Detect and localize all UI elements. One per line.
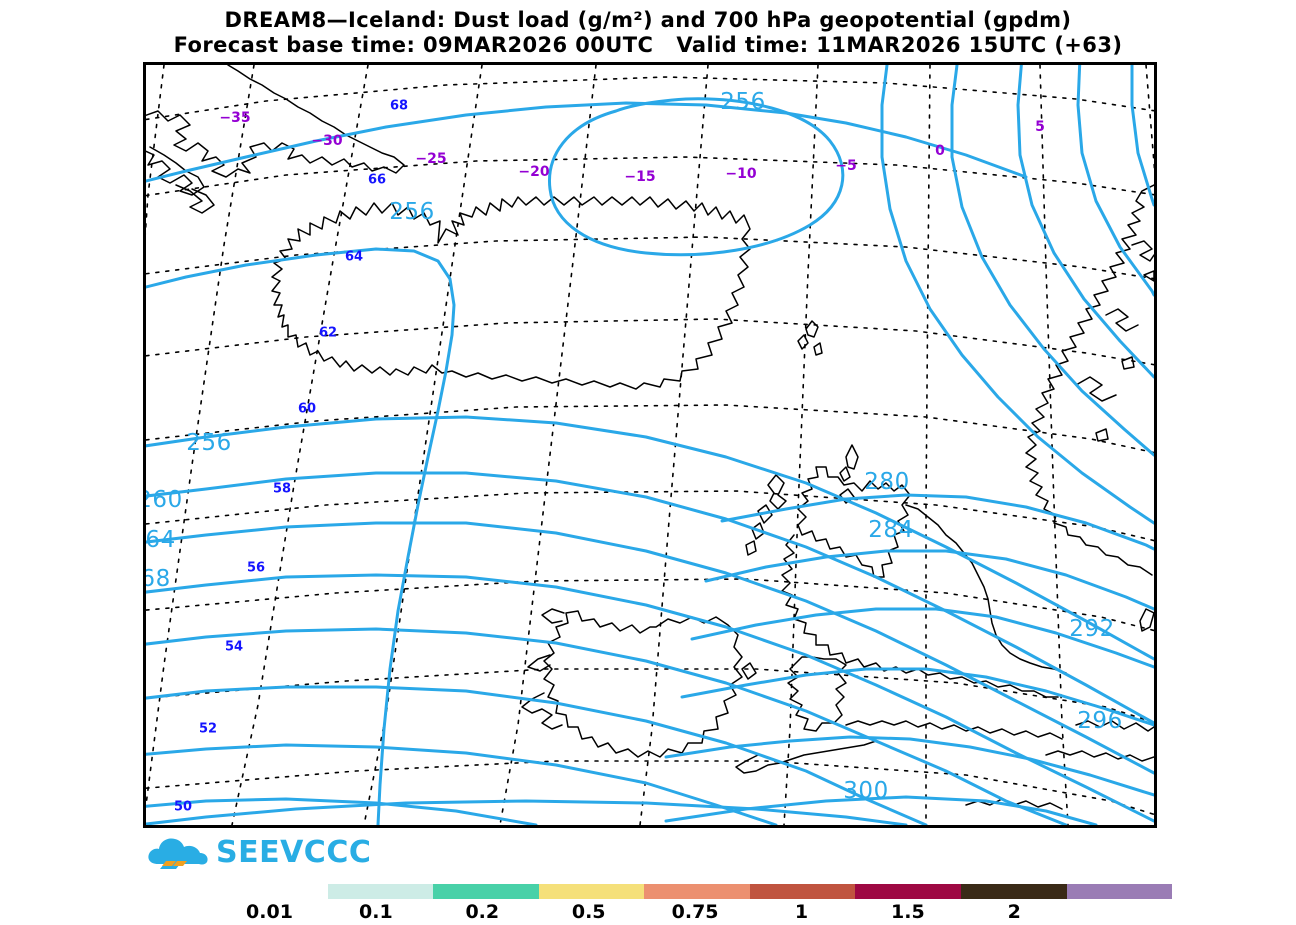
dust-load-colorbar: 0.01 0.1 0.2 0.5 0.75 1 1.5 2: [222, 884, 1173, 923]
colorbar-segment-7: [960, 884, 1067, 899]
coast-scotland-detail: [781, 534, 1059, 698]
contour-260: [146, 415, 1154, 661]
coast-norway-isl1: [1143, 270, 1154, 282]
coast-hebrides-2: [757, 504, 773, 524]
coast-england-south: [845, 720, 1063, 740]
colorbar-tick-1.5: 1.5: [891, 901, 925, 923]
colorbar-tick-1: 1: [794, 901, 809, 923]
graticule-longitudes: [146, 65, 1154, 825]
contour-276-east: [1130, 65, 1154, 207]
contour-296: [664, 735, 1154, 797]
colorbar-segment-2: [433, 884, 539, 899]
contour-268: [146, 521, 1154, 775]
coastlines: [146, 65, 1154, 810]
colorbar-segment-4: [644, 884, 750, 899]
contour-288-left: [146, 797, 538, 825]
title-line-variables: DREAM8—Iceland: Dust load (g/m²) and 700…: [224, 8, 1072, 32]
coast-cornwall: [735, 740, 877, 774]
coast-france-channel: [1075, 720, 1154, 732]
contour-300: [146, 799, 908, 825]
seevccc-logo[interactable]: SEEVCCC: [146, 832, 376, 874]
graticule-latitudes: [146, 76, 1154, 816]
geopotential-contours: [146, 65, 1154, 825]
coast-faroe-1: [805, 320, 819, 338]
contour-280: [720, 493, 1154, 551]
coast-norway-fjords2: [1105, 308, 1139, 332]
coast-denmark: [1139, 608, 1154, 632]
coast-norway-isl2: [1121, 356, 1135, 370]
chart-title-block: DREAM8—Iceland: Dust load (g/m²) and 700…: [0, 8, 1296, 58]
coast-greenland-fjord: [175, 184, 215, 214]
coast-norway-fjords3: [1075, 376, 1117, 402]
coast-isle-of-man: [741, 662, 757, 680]
contour-288: [690, 607, 1154, 669]
coast-shetland: [845, 444, 859, 470]
coast-great-britain: [797, 466, 911, 578]
contour-264-east: [950, 65, 1154, 457]
contour-268-east: [1016, 65, 1154, 379]
coast-norway-fjords: [1131, 240, 1154, 262]
contour-264: [146, 471, 1154, 725]
coast-ireland: [543, 610, 743, 758]
colorbar-tick-0.5: 0.5: [571, 901, 606, 923]
contour-284-left: [146, 743, 778, 825]
title-line-times: Forecast base time: 09MAR2026 00UTC Vali…: [173, 33, 1123, 57]
coast-norway: [1025, 184, 1154, 576]
cloud-arrow-logo-icon: [148, 838, 208, 869]
colorbar-tick-0.01: 0.01: [246, 901, 293, 923]
coast-ireland-nw: [541, 608, 565, 624]
colorbar-tick-2: 2: [1007, 901, 1021, 923]
contour-280-left: [146, 685, 928, 825]
colorbar-segment-1: [327, 884, 434, 899]
logo-text: SEEVCCC: [216, 835, 372, 870]
contour-272-east: [1076, 65, 1154, 297]
map-canvas: [146, 65, 1154, 825]
coast-norway-isl3: [1095, 428, 1109, 442]
colorbar-strip: [222, 884, 1173, 899]
coast-ireland-w: [527, 654, 551, 672]
colorbar-tick-0.1: 0.1: [359, 901, 393, 923]
coast-faroe-2: [797, 334, 809, 350]
colorbar-tick-0.75: 0.75: [671, 901, 719, 923]
colorbar-segment-0: [222, 884, 328, 899]
coast-ireland-sw: [521, 692, 563, 730]
contour-292: [680, 667, 1154, 727]
coast-faroe-3: [813, 342, 823, 356]
coast-iceland: [271, 196, 751, 390]
contour-276: [146, 627, 1068, 825]
contour-300-b: [664, 795, 1098, 825]
coast-england-east: [905, 504, 1067, 674]
colorbar-tick-labels: 0.01 0.1 0.2 0.5 0.75 1 1.5 2: [222, 899, 1172, 923]
colorbar-tick-0.2: 0.2: [465, 901, 500, 923]
coast-hebrides-4: [745, 540, 757, 556]
contour-256-a: [146, 101, 1028, 183]
colorbar-segment-6: [855, 884, 961, 899]
coast-france-north: [1045, 750, 1154, 762]
contour-260-east: [880, 65, 1154, 525]
colorbar-segment-8: [1066, 884, 1173, 899]
contour-256-b: [146, 247, 456, 825]
colorbar-segment-3: [538, 884, 645, 899]
coast-shetland-2: [839, 466, 851, 482]
coast-hebrides-1: [767, 474, 787, 510]
coast-greenland: [146, 65, 405, 178]
map-frame: 68 66 64 62 60 58 56 54 52 50 −35 −30 −25 −20 −15 −10−…: [143, 62, 1157, 828]
contour-256-low: [548, 97, 845, 257]
coast-greenland-inlet: [146, 146, 205, 196]
contour-272: [146, 573, 1154, 823]
contour-284: [704, 549, 1154, 611]
colorbar-segment-5: [749, 884, 856, 899]
